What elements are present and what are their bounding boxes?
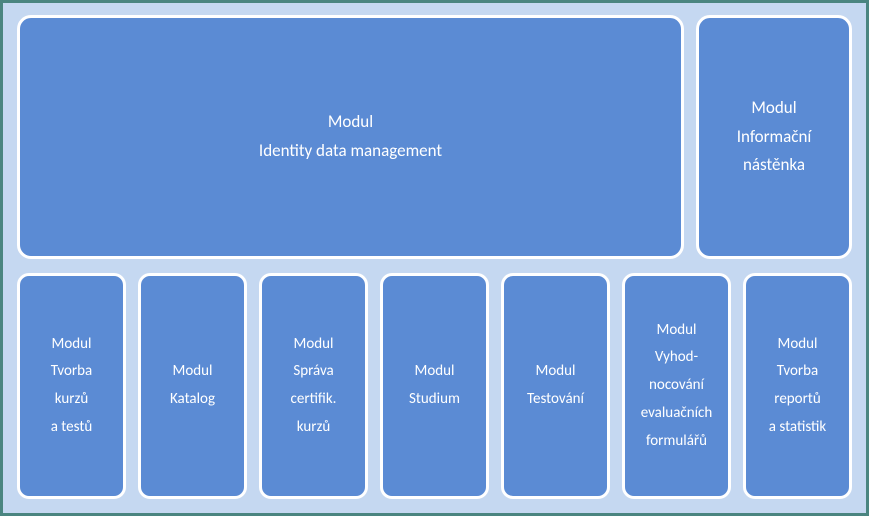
module-line: Testování <box>527 386 584 414</box>
module-line: reportů <box>774 386 820 414</box>
module-line: a testů <box>51 414 93 442</box>
module-line: a statistik <box>769 414 826 442</box>
module-line: Modul <box>294 331 334 359</box>
module-line: Správa <box>293 358 333 386</box>
module-line: certifik. <box>291 386 337 414</box>
module-info-line2: Informační <box>737 123 812 152</box>
module-katalog: Modul Katalog <box>138 273 247 499</box>
module-studium: Modul Studium <box>380 273 489 499</box>
module-line: Studium <box>409 386 460 414</box>
module-line: kurzů <box>297 414 331 442</box>
module-informacni-nastenka: Modul Informační nástěnka <box>696 15 852 259</box>
module-line: evaluačních <box>641 400 713 428</box>
module-line: nocování <box>649 372 704 400</box>
module-identity-line1: Modul <box>328 108 373 137</box>
module-line: Modul <box>657 317 697 345</box>
module-line: Tvorba <box>777 358 818 386</box>
module-testovani: Modul Testování <box>501 273 610 499</box>
module-line: Modul <box>173 358 213 386</box>
module-line: Tvorba <box>51 358 92 386</box>
module-tvorba-reportu-a-statistik: Modul Tvorba reportů a statistik <box>743 273 852 499</box>
module-sprava-certifik-kurzu: Modul Správa certifik. kurzů <box>259 273 368 499</box>
module-vyhodnocovani-evaluacnich-formularu: Modul Vyhod- nocování evaluačních formul… <box>622 273 731 499</box>
module-info-line3: nástěnka <box>743 151 805 180</box>
module-line: Vyhod- <box>655 344 698 372</box>
module-line: Modul <box>536 358 576 386</box>
module-identity-data-management: Modul Identity data management <box>17 15 684 259</box>
bottom-row: Modul Tvorba kurzů a testů Modul Katalog… <box>17 273 852 499</box>
module-line: Modul <box>778 331 818 359</box>
module-line: formulářů <box>646 428 707 456</box>
diagram-outer-frame: Modul Identity data management Modul Inf… <box>0 0 869 516</box>
top-row: Modul Identity data management Modul Inf… <box>17 15 852 259</box>
module-line: kurzů <box>55 386 89 414</box>
module-info-line1: Modul <box>751 94 796 123</box>
module-line: Modul <box>415 358 455 386</box>
module-line: Modul <box>52 331 92 359</box>
module-identity-line2: Identity data management <box>259 137 442 166</box>
module-line: Katalog <box>170 386 215 414</box>
module-tvorba-kurzu-a-testu: Modul Tvorba kurzů a testů <box>17 273 126 499</box>
